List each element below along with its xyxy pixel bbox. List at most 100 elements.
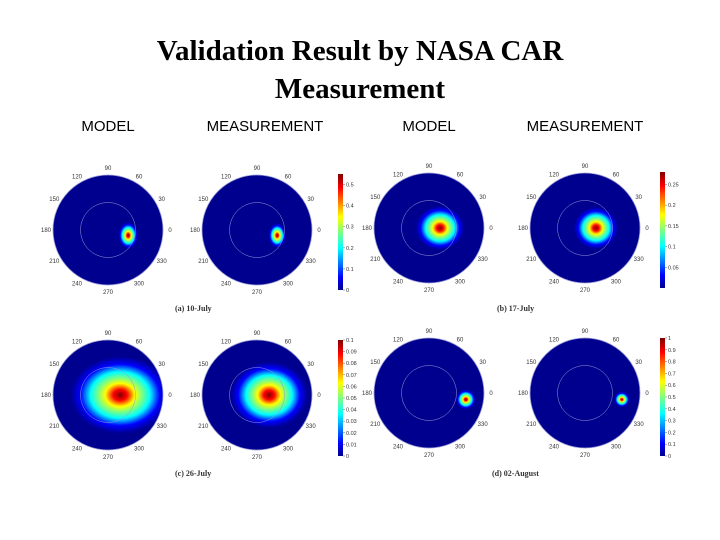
panel-caption-3: (c) 26-July (175, 469, 211, 478)
angle-tick-label: 150 (526, 360, 537, 366)
radial-grid-circle (401, 200, 457, 256)
colorbar-tick-label: 0 (346, 288, 349, 294)
angle-tick-label: 330 (478, 422, 489, 428)
title-line-2: Measurement (274, 73, 446, 105)
angle-tick-label: 30 (307, 197, 314, 203)
angle-tick-label: 330 (634, 422, 645, 428)
angle-tick-label: 0 (168, 393, 172, 399)
radial-grid-circle (80, 202, 136, 258)
angle-tick-label: 150 (370, 360, 381, 366)
outer-grid-circle (373, 337, 485, 449)
angle-tick-label: 240 (221, 282, 232, 288)
colorbar-gradient (338, 174, 343, 290)
angle-tick-label: 330 (306, 259, 317, 265)
intensity-blob (118, 222, 139, 249)
colorbar-1: 0.5 0.4 0.3 0.2 0.1 0 (338, 174, 354, 294)
colorbar-tick-label: 0.01 (346, 442, 357, 448)
angle-tick-label: 150 (198, 197, 209, 203)
angle-tick-label: 150 (526, 195, 537, 201)
angle-tick-label: 180 (362, 391, 373, 397)
colorbar-tick-label: 1 (668, 336, 671, 342)
angle-tick-label: 30 (635, 360, 642, 366)
angle-tick-label: 60 (613, 337, 620, 343)
angle-tick-label: 240 (221, 447, 232, 453)
outer-grid-circle (52, 339, 164, 451)
angle-tick-label: 30 (479, 195, 486, 201)
angle-tick-label: 90 (105, 166, 112, 172)
angle-tick-label: 150 (198, 362, 209, 368)
colorbar-tick-label: 0.07 (346, 373, 357, 379)
angle-tick-label: 270 (424, 288, 435, 294)
colorbar-2: 0.25 0.2 0.15 0.1 0.05 (660, 172, 679, 288)
angle-tick-label: 270 (103, 290, 114, 296)
angle-tick-label: 300 (134, 282, 145, 288)
colorbar-3: 0.1 0.09 0.08 0.07 0.06 0.05 0.04 0.03 0.02 0.01 0 (338, 338, 357, 460)
radial-grid-circle (80, 367, 136, 423)
angle-tick-label: 120 (72, 339, 83, 345)
polar-background (530, 338, 640, 448)
colorbar-tick-label: 0.6 (668, 383, 676, 389)
colorbar-tick-label: 0 (668, 454, 671, 460)
column-header-measurement-right: MEASUREMENT (526, 118, 644, 135)
intensity-blob (70, 356, 163, 434)
outer-grid-circle (529, 337, 641, 449)
angle-tick-label: 330 (478, 257, 489, 263)
angle-tick-label: 210 (198, 424, 209, 430)
angle-tick-label: 180 (190, 393, 201, 399)
angle-tick-label: 120 (393, 337, 404, 343)
angle-tick-label: 210 (198, 259, 209, 265)
angle-tick-label: 270 (252, 290, 263, 296)
angle-tick-label: 180 (41, 228, 52, 234)
colorbar-4: 1 0.9 0.8 0.7 0.6 0.5 0.4 0.3 0.2 0.1 0 (660, 336, 676, 460)
angle-tick-label: 240 (72, 282, 83, 288)
radial-grid-circle (229, 202, 285, 258)
angle-tick-label: 330 (306, 424, 317, 430)
colorbar-tick-label: 0.04 (346, 408, 357, 414)
radial-grid-circle (401, 365, 457, 421)
angle-tick-label: 120 (393, 172, 404, 178)
angle-tick-label: 240 (549, 445, 560, 451)
angle-tick-label: 300 (611, 280, 622, 286)
panel-caption-1: (a) 10-July (175, 304, 212, 313)
angle-tick-label: 210 (526, 422, 537, 428)
title-line-1: Validation Result by NASA CAR (156, 35, 564, 67)
angle-tick-label: 270 (424, 453, 435, 459)
angle-tick-label: 60 (136, 174, 143, 180)
colorbar-tick-label: 0 (346, 454, 349, 460)
colorbar-tick-label: 0.05 (668, 265, 679, 271)
colorbar-tick-label: 0.1 (346, 267, 354, 273)
angle-tick-label: 60 (285, 174, 292, 180)
radial-grid-circle (557, 200, 613, 256)
colorbar-tick-label: 0.5 (346, 183, 354, 189)
outer-grid-circle (52, 174, 164, 286)
colorbar-tick-label: 0.1 (668, 442, 676, 448)
intensity-blob (415, 206, 465, 250)
colorbar-tick-label: 0.08 (346, 361, 357, 367)
angle-tick-label: 300 (455, 445, 466, 451)
intensity-blob (574, 207, 618, 249)
colorbar-tick-label: 0.1 (668, 245, 676, 251)
radial-grid-circle (229, 367, 285, 423)
colorbar-tick-label: 0.7 (668, 371, 676, 377)
slide-title: Validation Result by NASA CAR Measuremen… (0, 32, 720, 108)
intensity-blob (230, 362, 308, 428)
polar-background (53, 175, 163, 285)
angle-tick-label: 90 (426, 164, 433, 170)
intensity-blob (268, 223, 286, 248)
colorbar-tick-label: 0.2 (668, 203, 676, 209)
colorbar-tick-label: 0.15 (668, 224, 679, 230)
angle-tick-label: 60 (457, 337, 464, 343)
angle-tick-label: 90 (105, 331, 112, 337)
angle-tick-label: 270 (580, 453, 591, 459)
column-header-measurement-left: MEASUREMENT (206, 118, 324, 135)
polar-background (374, 338, 484, 448)
colorbar-tick-label: 0.03 (346, 419, 357, 425)
panel-caption-2: (b) 17-July (497, 304, 534, 313)
angle-tick-label: 270 (580, 288, 591, 294)
angle-tick-label: 90 (582, 329, 589, 335)
